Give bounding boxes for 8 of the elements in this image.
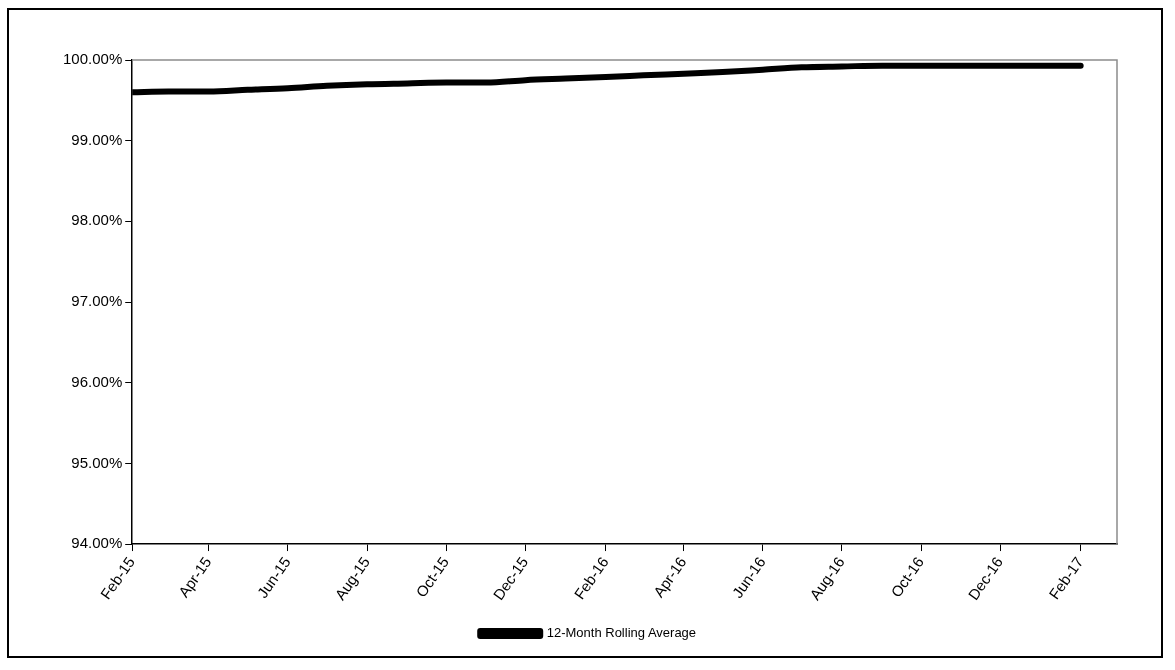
y-tick-label: 97.00% (71, 292, 123, 310)
y-tick-label: 96.00% (71, 372, 123, 390)
y-tick-label: 94.00% (71, 534, 123, 552)
legend-label: 12-Month Rolling Average (546, 625, 697, 641)
y-tick-label: 100.00% (63, 50, 123, 68)
y-tick-label: 99.00% (71, 130, 123, 148)
y-tick-label: 98.00% (71, 211, 123, 229)
y-tick-label: 95.00% (71, 453, 123, 471)
